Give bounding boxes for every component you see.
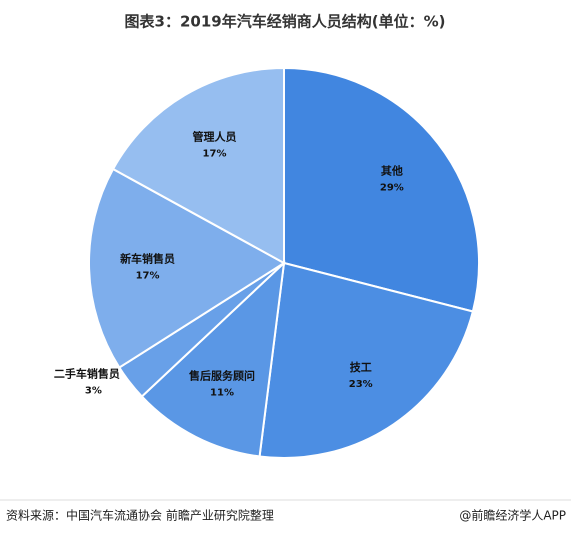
slice-value: 3%	[85, 386, 102, 397]
pie-slice	[140, 260, 286, 458]
slice-value: 17%	[203, 149, 227, 160]
chart-title: 图表3：2019年汽车经销商人员结构(单位：%)	[125, 13, 446, 31]
source: 资料来源：中国汽车流通协会 前瞻产业研究院整理	[6, 508, 274, 523]
credit: @前瞻经济学人APP	[459, 508, 566, 523]
slice-value: 17%	[136, 270, 160, 281]
slice-label: 管理人员	[193, 130, 237, 144]
pie-slice	[258, 261, 475, 459]
pie-slice	[283, 66, 480, 313]
slice-label: 售后服务顾问	[188, 369, 255, 383]
slice-label: 新车销售员	[120, 251, 175, 265]
pie-slice	[111, 66, 285, 265]
pie-slice	[88, 167, 286, 369]
slice-label: 其他	[381, 163, 403, 177]
slice-value: 23%	[349, 379, 373, 390]
slice-label: 二手车销售员	[54, 367, 120, 381]
slice-value: 11%	[210, 388, 234, 399]
slice-value: 29%	[380, 182, 404, 193]
slice-label: 技工	[350, 360, 372, 374]
